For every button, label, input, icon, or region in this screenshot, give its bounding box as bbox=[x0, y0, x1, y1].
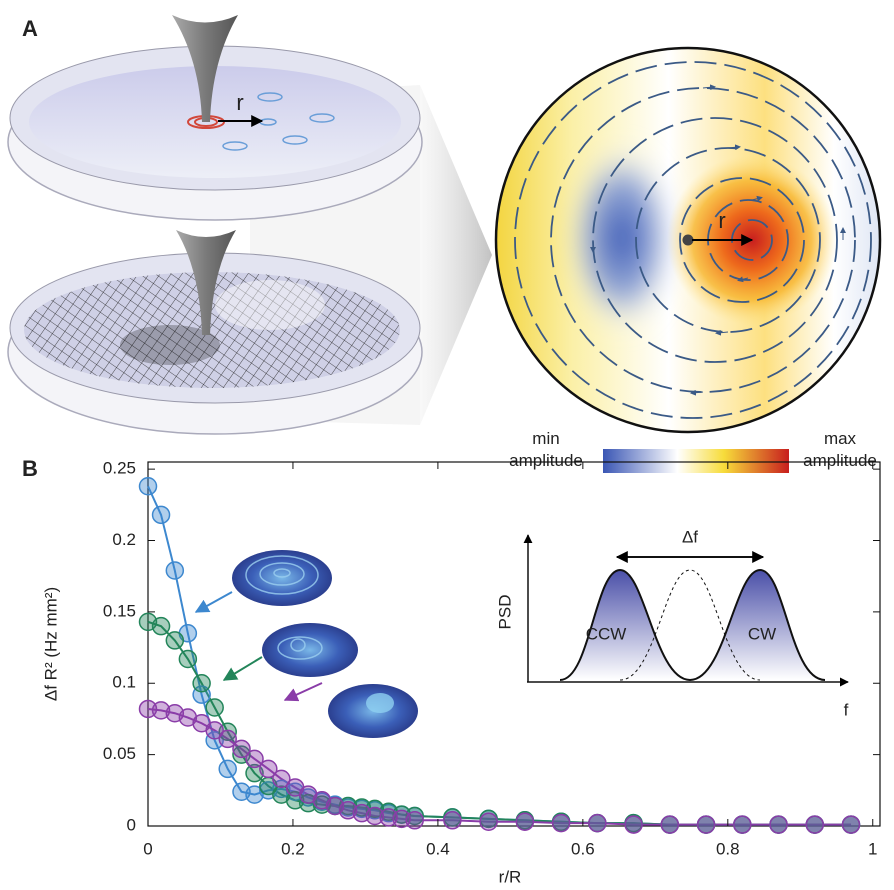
data-point bbox=[805, 815, 825, 834]
series-layer bbox=[138, 477, 861, 834]
data-point bbox=[272, 769, 291, 789]
x-tick-label: 0.6 bbox=[571, 839, 595, 858]
y-tick-label: 0.1 bbox=[112, 673, 136, 692]
probe bbox=[172, 15, 238, 122]
x-tick-label: 1 bbox=[868, 839, 877, 858]
data-point bbox=[660, 815, 680, 834]
data-point bbox=[151, 505, 171, 525]
cw-label: CW bbox=[748, 624, 776, 643]
y-axis-label: Δf R² (Hz mm²) bbox=[41, 587, 60, 701]
data-point bbox=[841, 815, 861, 834]
max-label: max amplitude bbox=[803, 429, 877, 470]
y-tick-label: 0 bbox=[127, 815, 136, 834]
r-label: r bbox=[718, 208, 725, 233]
data-point bbox=[218, 729, 237, 749]
data-point bbox=[443, 811, 462, 830]
data-point bbox=[232, 739, 251, 759]
data-point bbox=[588, 813, 607, 833]
colorbar bbox=[603, 449, 789, 473]
data-point bbox=[405, 811, 424, 830]
data-point bbox=[218, 759, 237, 779]
psd-curve bbox=[559, 568, 826, 682]
mesh bbox=[24, 272, 400, 388]
data-point bbox=[192, 674, 211, 693]
data-point bbox=[205, 698, 224, 717]
data-point bbox=[769, 815, 788, 834]
data-point bbox=[696, 815, 716, 834]
probe bbox=[176, 230, 236, 335]
mode-images bbox=[194, 550, 418, 738]
flow-arrows bbox=[590, 84, 846, 396]
psd-degenerate bbox=[619, 569, 761, 681]
split-label: Δf bbox=[682, 527, 698, 546]
center-dot bbox=[682, 234, 694, 246]
data-point bbox=[733, 815, 752, 834]
data-point bbox=[165, 631, 185, 650]
data-point bbox=[165, 561, 185, 580]
data-point bbox=[151, 701, 171, 720]
x-tick-label: 0 bbox=[143, 839, 152, 858]
data-point bbox=[245, 749, 264, 769]
x-axis-label: r/R bbox=[499, 867, 522, 886]
colorbar-min: min amplitude bbox=[509, 429, 583, 470]
min-label: min amplitude bbox=[509, 429, 583, 470]
y-tick-label: 0.15 bbox=[103, 601, 136, 620]
data-point bbox=[178, 649, 198, 669]
data-point bbox=[138, 477, 158, 496]
panel-label: B bbox=[22, 456, 38, 481]
inset-y-label: PSD bbox=[495, 595, 514, 630]
data-point bbox=[245, 785, 264, 804]
data-point bbox=[205, 721, 224, 740]
fluid bbox=[29, 66, 401, 178]
psd-inset: Δf PSD f CCW CW bbox=[495, 527, 849, 719]
data-point bbox=[479, 812, 498, 831]
chevron bbox=[420, 85, 492, 425]
data-point bbox=[365, 806, 385, 826]
y-tick-label: 0.25 bbox=[103, 459, 136, 478]
ccw-label: CCW bbox=[586, 624, 627, 643]
colorbar-max: max amplitude bbox=[803, 429, 877, 470]
panel-label: A bbox=[22, 16, 38, 41]
y-tick-label: 0.2 bbox=[112, 530, 136, 549]
psd-peaks bbox=[560, 570, 825, 680]
r-label: r bbox=[236, 90, 243, 115]
data-point bbox=[151, 616, 171, 636]
data-point bbox=[515, 812, 535, 831]
y-tick-label: 0.05 bbox=[103, 744, 136, 763]
map-border bbox=[494, 46, 882, 434]
plot-frame bbox=[147, 461, 881, 827]
data-point bbox=[624, 815, 643, 834]
inset-x-label: f bbox=[844, 700, 849, 719]
x-tick-label: 0.2 bbox=[281, 839, 305, 858]
x-tick-label: 0.4 bbox=[426, 839, 450, 858]
data-point bbox=[338, 801, 358, 820]
data-point bbox=[245, 763, 264, 783]
data-point bbox=[259, 759, 278, 779]
x-tick-label: 0.8 bbox=[716, 839, 740, 858]
data-point bbox=[551, 813, 571, 833]
